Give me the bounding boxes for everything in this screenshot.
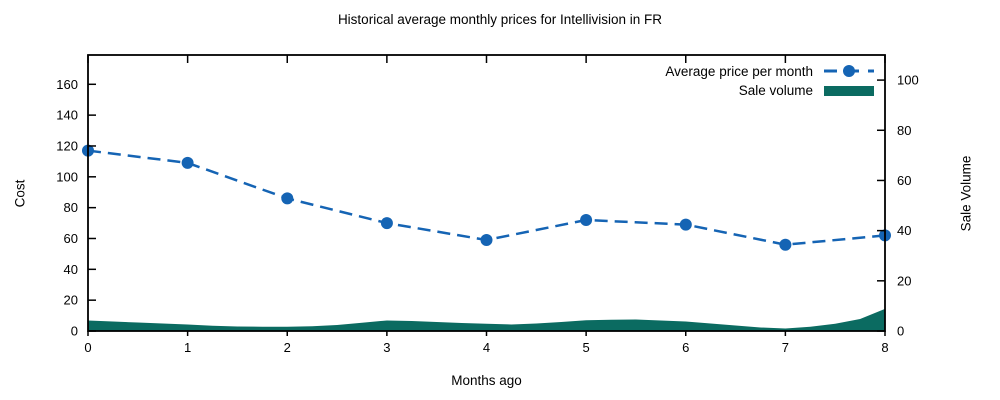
x-tick-label: 1	[184, 340, 191, 355]
x-tick-label: 8	[881, 340, 888, 355]
price-point	[181, 156, 194, 169]
price-line	[87, 149, 886, 246]
y-right-tick-label: 20	[897, 273, 911, 288]
y-left-tick-label: 100	[56, 169, 78, 184]
legend-label-price: Average price per month	[665, 63, 813, 79]
y-right-tick-label: 100	[897, 73, 919, 88]
y-left-tick-label: 40	[64, 262, 78, 277]
y-left-tick-label: 120	[56, 138, 78, 153]
price-point	[779, 238, 792, 251]
price-point	[480, 234, 493, 246]
x-tick-label: 7	[782, 340, 789, 355]
y-left-tick-label: 20	[64, 293, 78, 308]
price-point	[679, 218, 692, 231]
left-axis-title: Cost	[12, 179, 28, 208]
dashed-line-marker-icon	[824, 65, 874, 77]
price-point	[281, 192, 294, 205]
y-right-tick-label: 80	[897, 123, 911, 138]
x-tick-label: 4	[483, 340, 490, 355]
x-tick-label: 3	[383, 340, 390, 355]
legend-row-price: Average price per month	[665, 63, 875, 79]
chart-title: Historical average monthly prices for In…	[337, 12, 663, 27]
legend: Average price per month Sale volume	[665, 63, 875, 98]
y-right-tick-label: 60	[897, 173, 911, 188]
price-point	[380, 217, 393, 230]
x-tick-label: 2	[284, 340, 291, 355]
y-left-tick-label: 140	[56, 108, 78, 123]
y-left-tick-label: 0	[71, 324, 78, 339]
x-axis-title: Months ago	[451, 373, 522, 388]
legend-row-volume: Sale volume	[739, 82, 875, 98]
y-right-tick-label: 40	[897, 223, 911, 238]
x-tick-label: 5	[583, 340, 590, 355]
price-point	[580, 214, 593, 226]
y-left-tick-label: 60	[64, 231, 78, 246]
right-axis-title: Sale Volume	[958, 155, 974, 232]
sale-volume-area	[88, 308, 885, 331]
legend-label-volume: Sale volume	[738, 82, 813, 98]
x-tick-label: 0	[84, 340, 91, 355]
x-tick-label: 6	[682, 340, 689, 355]
area-swatch-icon	[824, 86, 874, 96]
y-left-tick-label: 160	[56, 77, 78, 92]
y-right-tick-label: 0	[897, 324, 904, 339]
y-left-tick-label: 80	[64, 200, 78, 215]
